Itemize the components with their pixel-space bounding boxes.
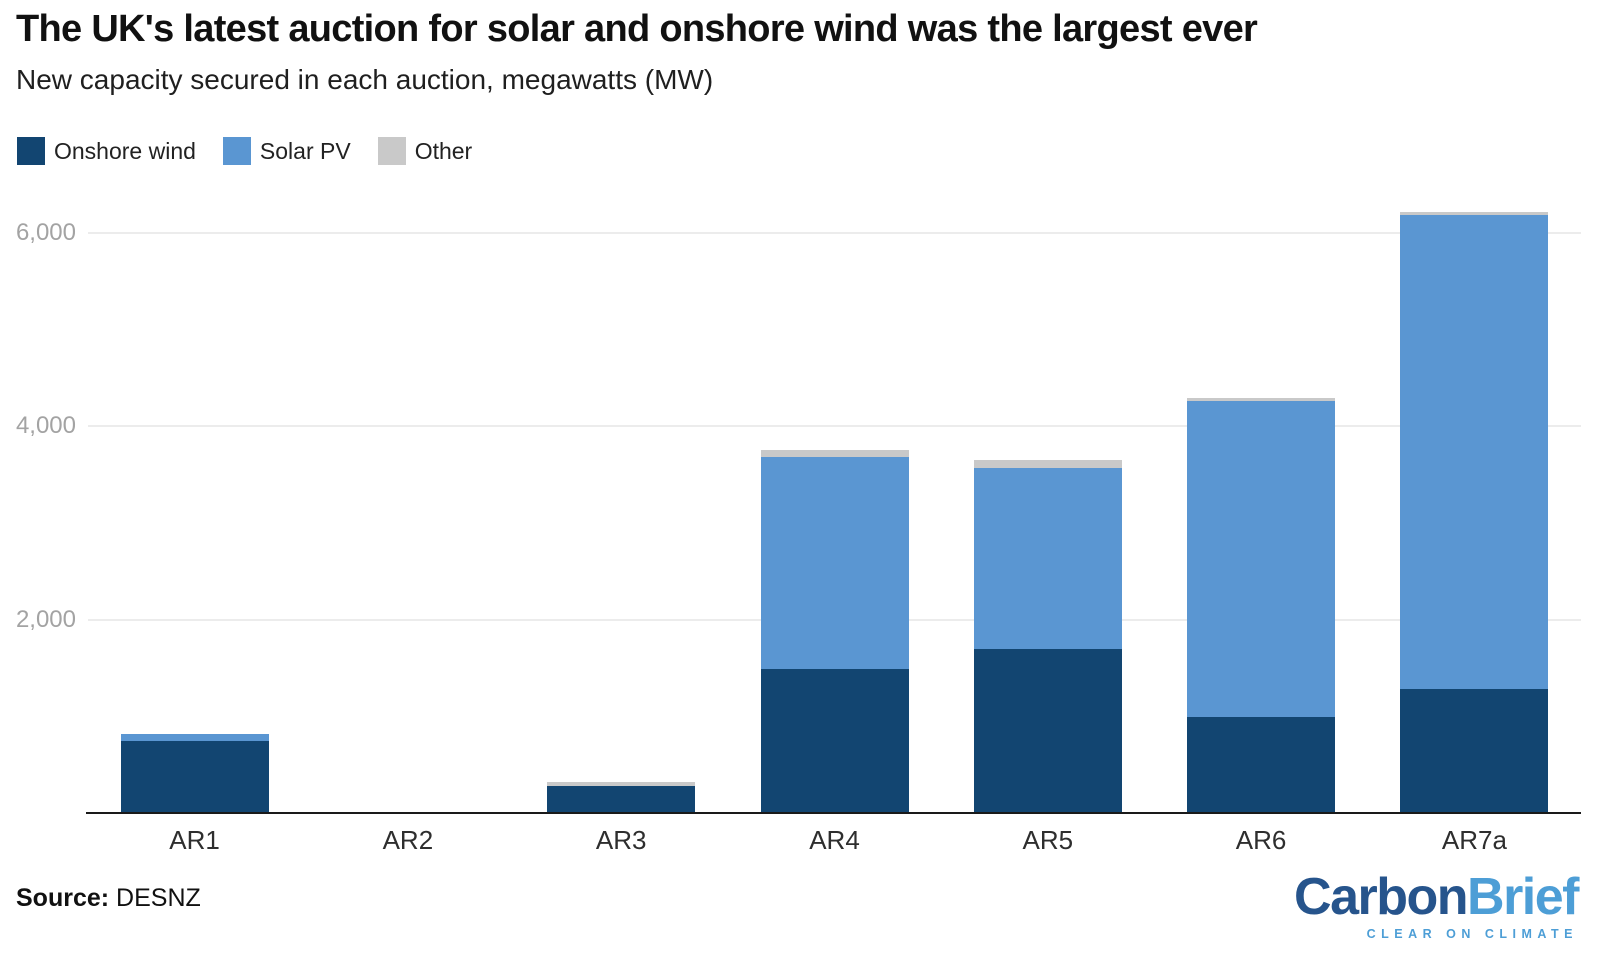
bar-AR4-solar-pv [760, 457, 909, 669]
source-note: Source: DESNZ [16, 884, 201, 913]
y-tick-6000: 6,000 [15, 219, 76, 246]
bar-AR7a-onshore-wind [1400, 689, 1549, 813]
legend-label-solar-pv: Solar PV [259, 137, 351, 164]
carbonbrief-logo-wordmark: CarbonBrief [1294, 868, 1579, 926]
logo-part-brief: Brief [1467, 868, 1579, 926]
bar-AR7a-solar-pv [1400, 214, 1549, 690]
bar-AR3-onshore-wind [547, 786, 696, 813]
legend-item-onshore-wind: Onshore wind [17, 137, 196, 165]
bar-AR5-onshore-wind [973, 648, 1122, 813]
bar-AR4-onshore-wind [760, 669, 909, 813]
bar-AR5-other [973, 460, 1122, 468]
bar-AR6-onshore-wind [1187, 717, 1336, 813]
x-tick-AR5: AR5 [1022, 825, 1074, 855]
chart-title: The UK's latest auction for solar and on… [16, 8, 1258, 50]
y-tick-4000: 4,000 [15, 412, 76, 440]
legend-item-solar-pv: Solar PV [222, 137, 351, 165]
legend-label-other: Other [414, 137, 473, 164]
x-tick-AR4: AR4 [809, 825, 860, 855]
x-tick-AR2: AR2 [382, 825, 434, 855]
x-tick-AR7a: AR7a [1441, 825, 1507, 855]
gridline-4000 [88, 425, 1581, 428]
x-axis-line [86, 812, 1581, 814]
legend-swatch-other [377, 137, 406, 165]
bar-AR1-solar-pv [120, 733, 269, 741]
legend-swatch-solar-pv [222, 137, 251, 165]
chart-subtitle: New capacity secured in each auction, me… [16, 64, 714, 95]
y-tick-2000: 2,000 [15, 605, 76, 633]
bar-AR5-solar-pv [973, 467, 1122, 649]
legend-item-other: Other [377, 137, 473, 165]
legend: Onshore wind Solar PV Other [17, 137, 472, 165]
source-label: Source: [16, 884, 110, 912]
stacked-bar-chart: 2,000 4,000 6,000 AR1 AR2 AR3 AR4 AR5 AR6 AR7a [0, 185, 1600, 865]
bar-AR6-other [1187, 397, 1336, 402]
legend-swatch-onshore-wind [17, 137, 45, 165]
bar-AR7a-other [1400, 211, 1549, 215]
x-tick-AR6: AR6 [1235, 825, 1287, 855]
legend-label-onshore-wind: Onshore wind [54, 137, 196, 164]
bar-AR3-other [547, 781, 696, 787]
x-tick-AR3: AR3 [595, 825, 647, 855]
bar-AR1-onshore-wind [120, 740, 269, 813]
carbonbrief-logo: CarbonBrief CLEAR ON CLIMATE [1294, 868, 1579, 941]
carbonbrief-logo-tagline: CLEAR ON CLIMATE [1366, 927, 1578, 941]
x-tick-AR1: AR1 [169, 825, 220, 855]
logo-part-carbon: Carbon [1294, 868, 1469, 926]
source-value: DESNZ [109, 884, 201, 912]
bar-AR4-other [760, 449, 909, 458]
bar-AR6-solar-pv [1187, 401, 1336, 718]
gridline-6000 [88, 232, 1581, 234]
